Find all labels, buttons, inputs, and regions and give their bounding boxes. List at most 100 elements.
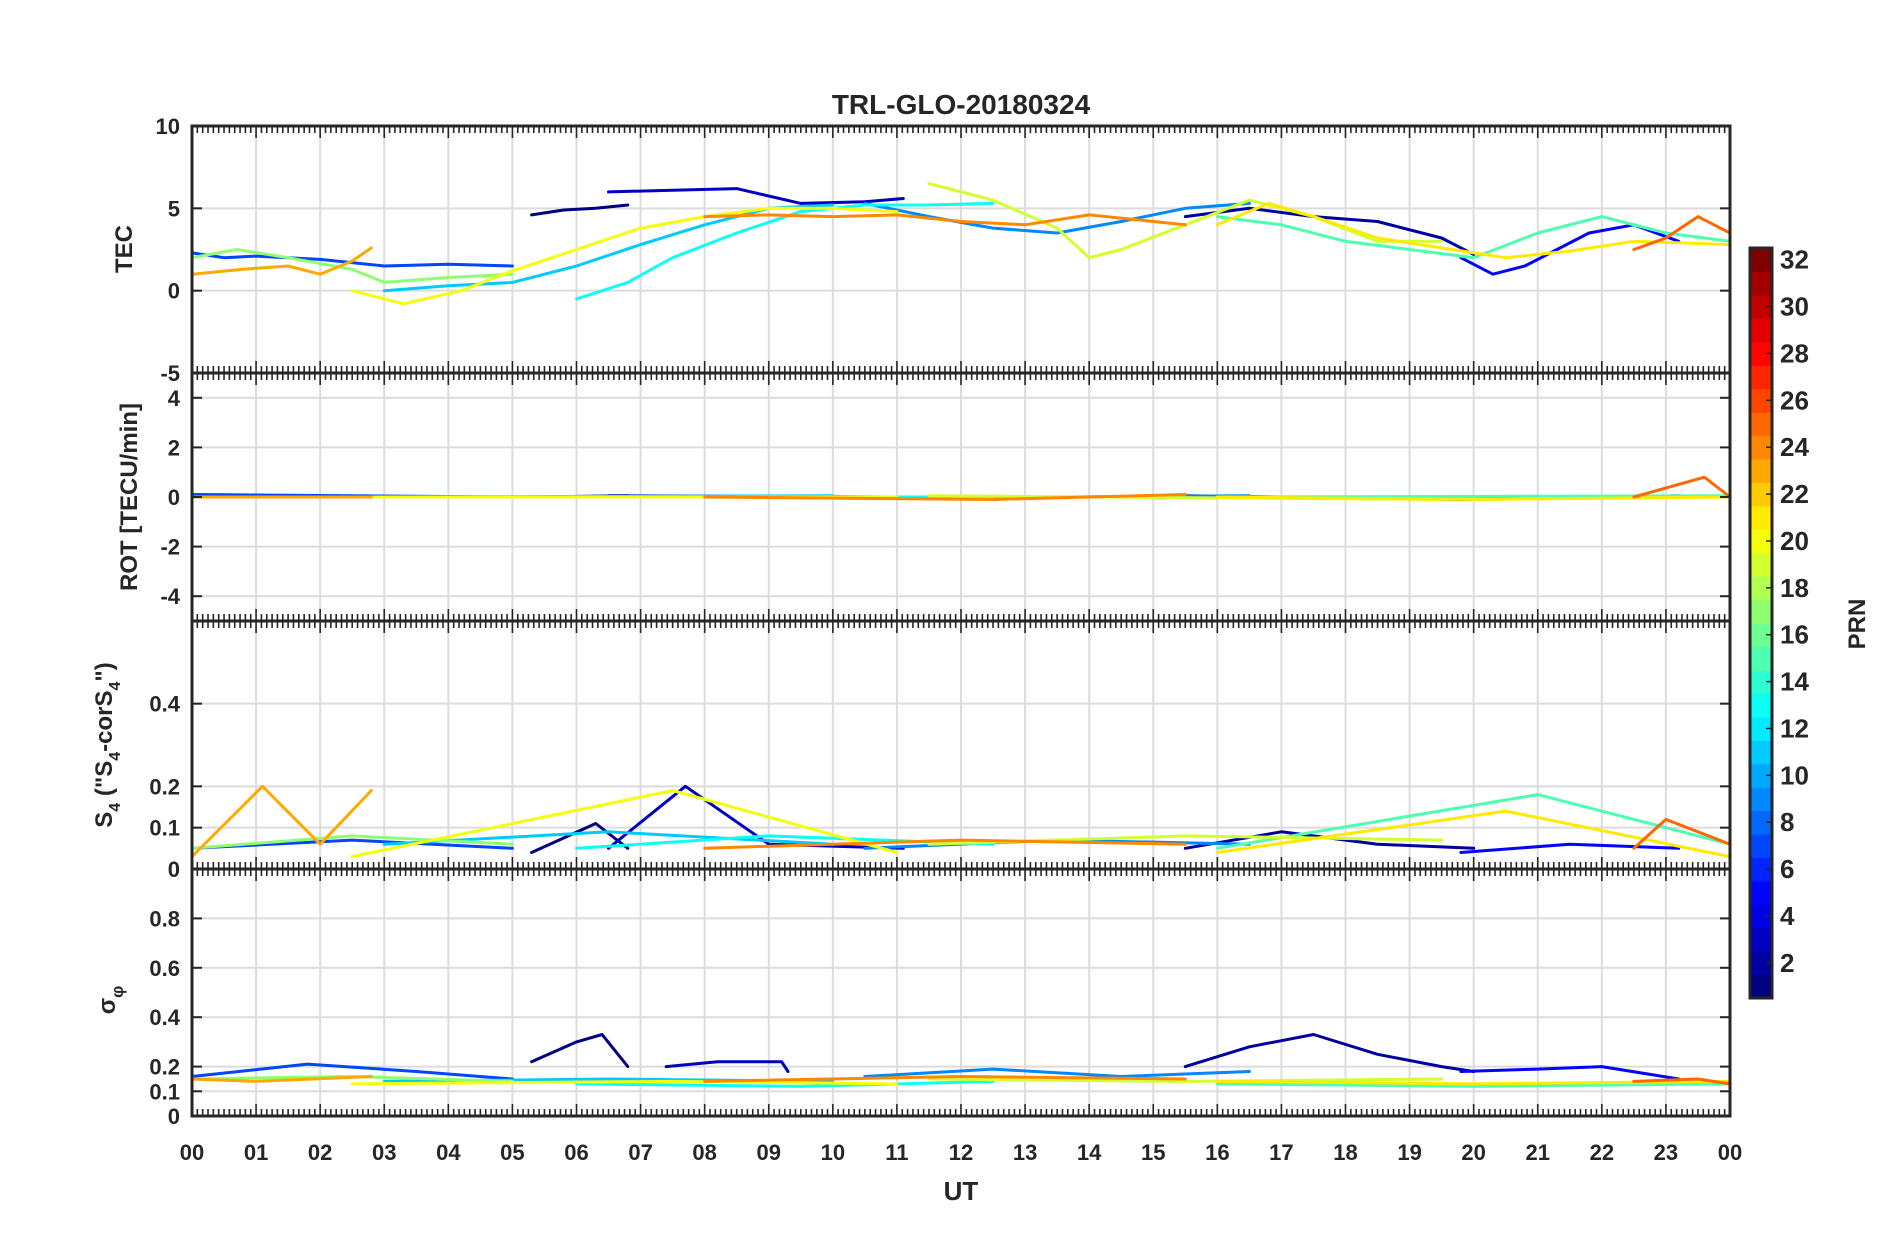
series-sigma-prn-9: [863, 1067, 1251, 1078]
series-rot-prn-25: [1632, 475, 1730, 499]
series-tec-prn-25: [1632, 215, 1730, 251]
ytick-label: -5: [160, 361, 180, 386]
ytick-label: 0: [168, 279, 180, 304]
ytick-label: 0: [168, 485, 180, 510]
traces-tec: [192, 182, 1730, 306]
colorbar-tick-label: 28: [1780, 338, 1809, 368]
series-s4-prn-15: [1215, 793, 1730, 850]
xtick-label: 23: [1654, 1140, 1678, 1165]
colorbar-tick-label: 32: [1780, 245, 1809, 275]
x-axis-label: UT: [944, 1176, 979, 1206]
series-sigma-prn-13: [575, 1079, 995, 1088]
colorbar-tick-label: 6: [1780, 854, 1794, 884]
xtick-label: 10: [821, 1140, 845, 1165]
series-sigma-prn-25: [1632, 1077, 1730, 1086]
xtick-label: 20: [1461, 1140, 1485, 1165]
colorbar-cell: [1750, 857, 1772, 882]
colorbar-cell: [1750, 412, 1772, 437]
xtick-label: 14: [1077, 1140, 1102, 1165]
colorbar-cell: [1750, 763, 1772, 788]
xtick-label: 19: [1397, 1140, 1421, 1165]
ytick-label: 10: [156, 114, 180, 139]
colorbar-frame: [1748, 246, 1774, 1000]
xtick-label: 07: [628, 1140, 652, 1165]
xtick-label: 00: [180, 1140, 204, 1165]
colorbar-tick-label: 18: [1780, 573, 1809, 603]
xtick-label: 01: [244, 1140, 268, 1165]
colorbar-tick-label: 16: [1780, 620, 1809, 650]
xtick-label: 05: [500, 1140, 524, 1165]
series-tec-prn-20: [350, 206, 899, 306]
series-sigma-prn-3: [664, 1060, 790, 1073]
series-tec-prn-2: [1183, 206, 1476, 256]
ytick-label: 5: [168, 196, 180, 221]
xtick-label: 04: [436, 1140, 461, 1165]
colorbar-tick-label: 4: [1780, 901, 1795, 931]
series-sigma-prn-2: [1183, 1033, 1476, 1073]
chart-title: TRL-GLO-20180324: [832, 89, 1091, 120]
colorbar-tick-label: 22: [1780, 479, 1809, 509]
colorbar-cell: [1750, 318, 1772, 343]
panel-rot: -4 -2 0 2 4 ROT [TECU/min]: [116, 371, 1732, 623]
colorbar-cell: [1750, 646, 1772, 671]
series-sigma-prn-23: [192, 1075, 373, 1083]
xtick-label: 06: [564, 1140, 588, 1165]
colorbar-tick-label: 12: [1780, 713, 1809, 743]
grid-s4: [192, 621, 1730, 869]
series-sigma-prn-7: [192, 1062, 514, 1081]
colorbar-cell: [1750, 904, 1772, 929]
series-sigma-prn-24: [703, 1075, 1187, 1083]
colorbar-cell: [1750, 810, 1772, 835]
ytick-label: 2: [168, 435, 180, 460]
colorbar-cell: [1750, 951, 1772, 976]
xtick-label: 15: [1141, 1140, 1165, 1165]
series-tec-prn-19: [927, 182, 1444, 260]
ylabel-sigma: σφ: [94, 986, 127, 1015]
colorbar-cell: [1750, 693, 1772, 718]
colorbar-cell: [1750, 599, 1772, 624]
colorbar-tick-label: 8: [1780, 807, 1794, 837]
ytick-label: 0.6: [149, 956, 180, 981]
colorbar-cell: [1750, 482, 1772, 507]
xtick-label: 16: [1205, 1140, 1229, 1165]
colorbar-tick-label: 10: [1780, 760, 1809, 790]
panel-sigma: 00.10.2 0.4 0.6 0.8 σφ: [94, 867, 1732, 1129]
xtick-label: 00: [1718, 1140, 1742, 1165]
xtick-label: 02: [308, 1140, 332, 1165]
xtick-label: 03: [372, 1140, 396, 1165]
xtick-label: 21: [1526, 1140, 1550, 1165]
ytick-label: -2: [160, 535, 180, 560]
ylabel-s4: S4 ("S4-corS4"): [91, 662, 124, 828]
series-tec-prn-24: [703, 213, 1187, 227]
grid-tec: [192, 126, 1730, 373]
colorbar-label: PRN: [1844, 599, 1871, 650]
colorbar-cell: [1750, 787, 1772, 812]
colorbar-cell: [1750, 388, 1772, 413]
ytick-label: 0.4: [149, 692, 180, 717]
ytick-label: 0.2: [149, 774, 180, 799]
xtick-label: 11: [885, 1140, 908, 1165]
colorbar-tick-label: 30: [1780, 292, 1809, 322]
colorbar-cell: [1750, 505, 1772, 530]
series-sigma-prn-1: [530, 1033, 630, 1069]
panel-s4: 0 0.1 0.2 0.4 S4 ("S4-corS4"): [91, 619, 1732, 882]
colorbar-tick-label: 26: [1780, 385, 1809, 415]
colorbar-cell: [1750, 880, 1772, 905]
ylabel-tec: TEC: [111, 225, 138, 273]
frame-sigma: [190, 867, 1732, 1118]
ytick-label: 0: [168, 857, 180, 882]
colorbar-cell: [1750, 271, 1772, 296]
series-s4-prn-24: [703, 838, 1187, 850]
ytick-label: -4: [160, 584, 180, 609]
colorbar-cell: [1750, 529, 1772, 554]
xtick-label: 22: [1590, 1140, 1614, 1165]
traces-s4: [192, 784, 1730, 859]
series-tec-prn-3: [607, 187, 905, 205]
series-s4-prn-5: [1459, 842, 1681, 854]
series-s4-prn-21: [1215, 809, 1730, 859]
colorbar-cell: [1750, 576, 1772, 601]
series-tec-prn-13: [575, 201, 995, 301]
series-tec-prn-9: [863, 201, 1251, 235]
